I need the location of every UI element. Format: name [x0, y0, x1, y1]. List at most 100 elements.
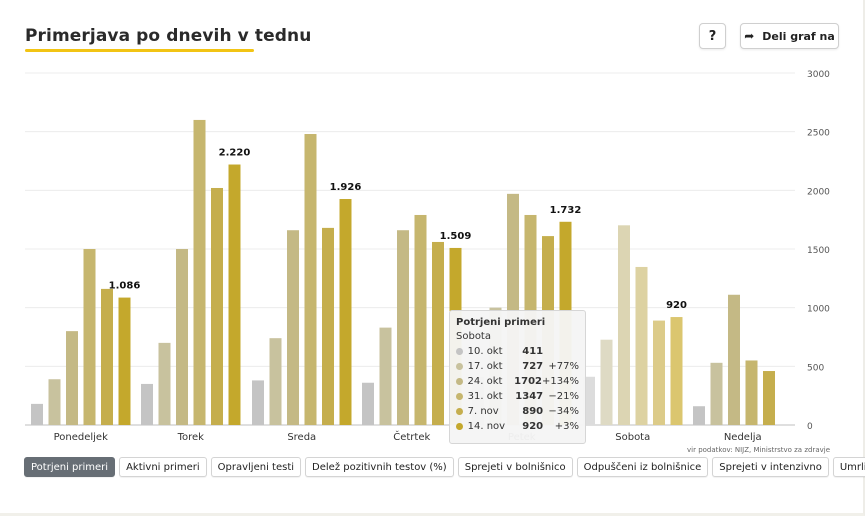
tooltip-row: 17. okt 727 +77%	[456, 359, 579, 374]
tooltip-value: 920	[522, 421, 544, 432]
tooltip-row: 10. okt 411	[456, 344, 579, 359]
bar	[66, 331, 78, 425]
tab-metric[interactable]: Odpuščeni iz bolnišnice	[576, 457, 709, 477]
tooltip-subtitle: Sobota	[456, 331, 491, 342]
bar	[362, 382, 374, 425]
y-tick-label: 1000	[807, 305, 830, 315]
chart-title: Primerjava po dnevih v tednu	[25, 26, 312, 46]
bar	[101, 288, 113, 425]
tooltip-value: 411	[522, 346, 544, 357]
series-dot-icon	[456, 393, 463, 400]
y-tick-label: 2000	[807, 187, 830, 197]
tooltip-title: Potrjeni primeri	[456, 317, 546, 328]
tooltip-date: 7. nov	[467, 406, 499, 417]
bar	[583, 376, 595, 425]
tooltip-value: 890	[522, 406, 544, 417]
bar	[176, 249, 188, 425]
x-tick-label: Nedelja	[724, 432, 762, 443]
bar	[670, 317, 683, 425]
tooltip-value: 1702	[514, 376, 543, 387]
tooltip-change: +77%	[548, 361, 579, 372]
data-label: 2.220	[219, 148, 251, 159]
bar	[158, 342, 171, 425]
tooltip-change: −21%	[548, 391, 579, 402]
data-label: 1.926	[330, 182, 362, 193]
bar	[304, 134, 317, 425]
x-tick-label: Sobota	[615, 432, 650, 443]
share-button[interactable]: ➦ Deli graf na	[740, 23, 839, 49]
bar	[193, 119, 206, 425]
data-label: 920	[666, 300, 687, 311]
bar	[48, 379, 61, 425]
series-dot-icon	[456, 423, 463, 430]
title-underline	[25, 49, 254, 52]
bar	[635, 266, 648, 425]
bar	[397, 230, 409, 425]
series-dot-icon	[456, 348, 463, 355]
metric-tabs: Potrjeni primeri Aktivni primeri Opravljen…	[24, 457, 865, 477]
bar	[228, 164, 241, 425]
share-arrow-icon: ➦	[744, 29, 755, 43]
bar	[83, 249, 96, 425]
y-tick-label: 1500	[807, 246, 830, 256]
x-tick-label: Ponedeljek	[54, 432, 108, 443]
y-tick-label: 2500	[807, 129, 830, 139]
source-note: vir podatkov: NIJZ, Ministrstvo za zdrav…	[687, 446, 830, 454]
tooltip-row: 14. nov 920 +3%	[456, 419, 579, 434]
tab-metric[interactable]: Sprejeti v intenzivno	[712, 457, 829, 477]
y-tick-label: 3000	[807, 70, 830, 80]
bar	[710, 362, 723, 425]
tooltip-change: +3%	[554, 421, 579, 432]
tooltip-row: 24. okt 1702 +134%	[456, 374, 579, 389]
x-tick-label: Torek	[177, 432, 205, 443]
bar	[211, 187, 223, 425]
y-tick-label: 500	[807, 363, 824, 373]
tooltip-row: 7. nov 890 −34%	[456, 404, 579, 419]
chart-tooltip: Potrjeni primeri Sobota 10. okt 411 17. ok…	[449, 310, 586, 444]
tooltip-date: 31. okt	[467, 391, 503, 402]
series-dot-icon	[456, 363, 463, 370]
bar	[618, 225, 630, 425]
bar	[414, 214, 427, 425]
tab-metric[interactable]: Sprejeti v bolnišnico	[457, 457, 573, 477]
data-label: 1.732	[550, 205, 582, 216]
bar	[693, 406, 705, 425]
data-label: 1.509	[440, 231, 472, 242]
tab-metric[interactable]: Delež pozitivnih testov (%)	[305, 457, 454, 477]
bar	[31, 403, 43, 425]
tooltip-date: 14. nov	[467, 421, 506, 432]
tab-metric[interactable]: Umrli	[832, 457, 865, 477]
bar	[745, 360, 758, 425]
tooltip-value: 1347	[515, 391, 544, 402]
tooltip-date: 10. okt	[467, 346, 503, 357]
bar	[728, 294, 740, 425]
bar	[600, 339, 613, 425]
bar	[118, 297, 131, 425]
data-label: 1.086	[109, 281, 141, 292]
tab-metric[interactable]: Aktivni primeri	[119, 457, 207, 477]
tooltip-row: 31. okt 1347 −21%	[456, 389, 579, 404]
bar	[269, 338, 282, 425]
tooltip-change: −34%	[548, 406, 579, 417]
y-tick-label: 0	[807, 422, 813, 432]
series-dot-icon	[456, 378, 463, 385]
tooltip-value: 727	[522, 361, 544, 372]
bar	[432, 241, 444, 425]
bar	[322, 227, 334, 425]
x-tick-label: Četrtek	[393, 430, 430, 443]
tab-metric[interactable]: Potrjeni primeri	[24, 457, 116, 477]
tooltip-date: 17. okt	[467, 361, 503, 372]
help-button[interactable]: ?	[699, 23, 726, 49]
bar	[653, 320, 665, 425]
bar	[287, 230, 299, 425]
series-dot-icon	[456, 408, 463, 415]
x-tick-label: Sreda	[287, 432, 316, 443]
bar	[763, 371, 775, 425]
bar	[339, 199, 352, 425]
bar	[379, 327, 392, 425]
tab-metric[interactable]: Opravljeni testi	[210, 457, 302, 477]
tooltip-change: +134%	[542, 376, 579, 387]
share-button-label: Deli graf na	[762, 29, 835, 43]
